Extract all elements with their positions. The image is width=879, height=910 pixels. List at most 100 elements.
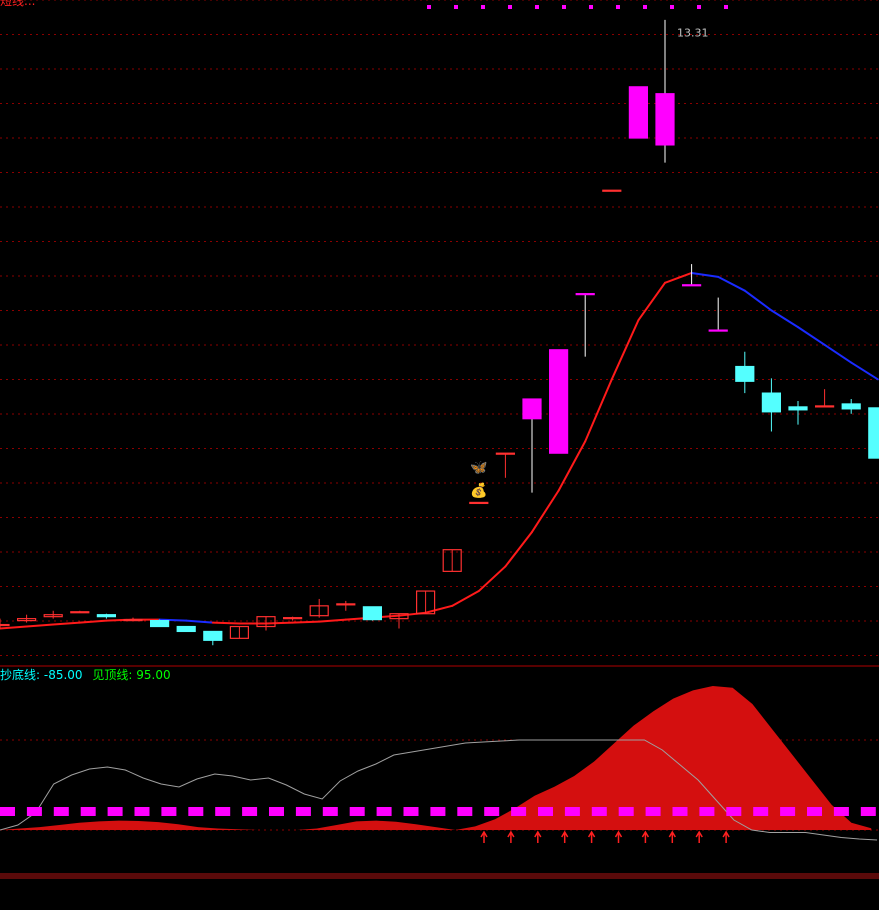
signal-square xyxy=(591,807,607,816)
candle-body xyxy=(575,293,595,296)
candle-body xyxy=(655,93,675,146)
ma-segment xyxy=(531,489,560,533)
arrow-head xyxy=(614,830,623,838)
candle xyxy=(788,400,808,425)
top-dot-marker xyxy=(697,5,701,9)
top-dot-marker xyxy=(535,5,539,9)
ma-segment xyxy=(52,621,81,626)
arrow-head xyxy=(722,830,730,838)
candle-body xyxy=(283,617,303,620)
candle xyxy=(43,610,63,619)
signal-square xyxy=(215,807,231,816)
ma-segment xyxy=(610,319,640,381)
signal-square xyxy=(376,807,392,816)
signal-square xyxy=(80,807,96,816)
candle-body xyxy=(229,625,249,639)
top-dot-marker xyxy=(589,5,593,9)
candle-body xyxy=(362,606,382,621)
signal-square xyxy=(645,807,661,816)
candle xyxy=(708,297,728,332)
candle-body xyxy=(0,623,10,627)
candle-body xyxy=(176,625,196,633)
top-dot-marker xyxy=(427,5,431,9)
ma-segment xyxy=(158,618,188,622)
ma-segment xyxy=(504,530,533,568)
ma-segment xyxy=(664,271,693,284)
signal-square xyxy=(134,807,150,816)
top-dot-marker xyxy=(724,5,728,9)
candle-body xyxy=(602,189,622,192)
ma-segment xyxy=(0,625,28,630)
signal-markers: 13.31 🦋 💰 xyxy=(427,5,728,499)
candle-body xyxy=(96,614,117,618)
signal-square xyxy=(161,807,177,816)
candle xyxy=(416,590,436,615)
signal-square xyxy=(107,807,123,816)
up-arrow-icon xyxy=(668,830,676,843)
candle-body xyxy=(868,407,879,459)
top-dot-marker xyxy=(616,5,620,9)
ma-segment xyxy=(78,619,108,624)
signal-square xyxy=(699,807,715,816)
signal-square xyxy=(322,807,338,816)
arrow-head xyxy=(534,830,542,838)
candle xyxy=(655,19,675,163)
candle-body xyxy=(841,403,861,410)
price-grid xyxy=(0,0,879,656)
candle xyxy=(0,618,10,629)
candle-body xyxy=(548,349,569,454)
candle xyxy=(283,616,303,621)
ma-segment xyxy=(584,378,613,443)
candle xyxy=(868,407,879,459)
signal-square xyxy=(403,807,419,816)
signal-square xyxy=(53,807,69,816)
candle-body xyxy=(416,590,436,615)
signal-square xyxy=(430,807,446,816)
candle xyxy=(681,264,702,287)
candle xyxy=(389,613,409,629)
candle xyxy=(203,630,223,646)
candle-body xyxy=(442,549,462,572)
top-dot-marker xyxy=(562,5,566,9)
candle xyxy=(469,501,489,505)
candle xyxy=(495,452,515,478)
signal-square xyxy=(780,807,796,816)
signal-square xyxy=(672,807,688,816)
top-dot-marker xyxy=(508,5,512,9)
ma-segment xyxy=(637,281,666,322)
window-title-fragment: 短线... xyxy=(0,0,36,8)
candle xyxy=(548,349,569,454)
ma-segment xyxy=(770,309,799,329)
signal-square xyxy=(511,807,527,816)
signal-square xyxy=(188,807,204,816)
candle-body xyxy=(203,630,223,641)
ma-segment xyxy=(451,590,480,607)
ma-segment xyxy=(743,289,773,312)
candle xyxy=(150,619,170,628)
ma-segment xyxy=(850,361,879,381)
arrow-head xyxy=(641,830,650,838)
up-arrow-icon xyxy=(534,830,542,843)
up-arrow-icon xyxy=(587,830,596,843)
candle xyxy=(814,389,835,408)
candle xyxy=(442,549,462,572)
signal-square xyxy=(726,807,742,816)
candle-body xyxy=(123,619,143,622)
arrow-head xyxy=(507,830,515,838)
candle xyxy=(123,617,143,622)
candle xyxy=(761,378,782,432)
candle xyxy=(362,606,382,621)
candle xyxy=(336,600,356,611)
ma-segment xyxy=(557,440,587,492)
candle-body xyxy=(43,614,63,618)
ma-segment xyxy=(424,604,454,614)
signal-square xyxy=(242,807,258,816)
signal-square xyxy=(807,807,822,816)
candle-body xyxy=(336,603,356,606)
bottom-band xyxy=(0,873,879,879)
candle xyxy=(841,399,861,414)
arrow-head xyxy=(480,830,488,838)
candle-body xyxy=(814,405,835,408)
up-arrow-icon xyxy=(614,830,623,843)
